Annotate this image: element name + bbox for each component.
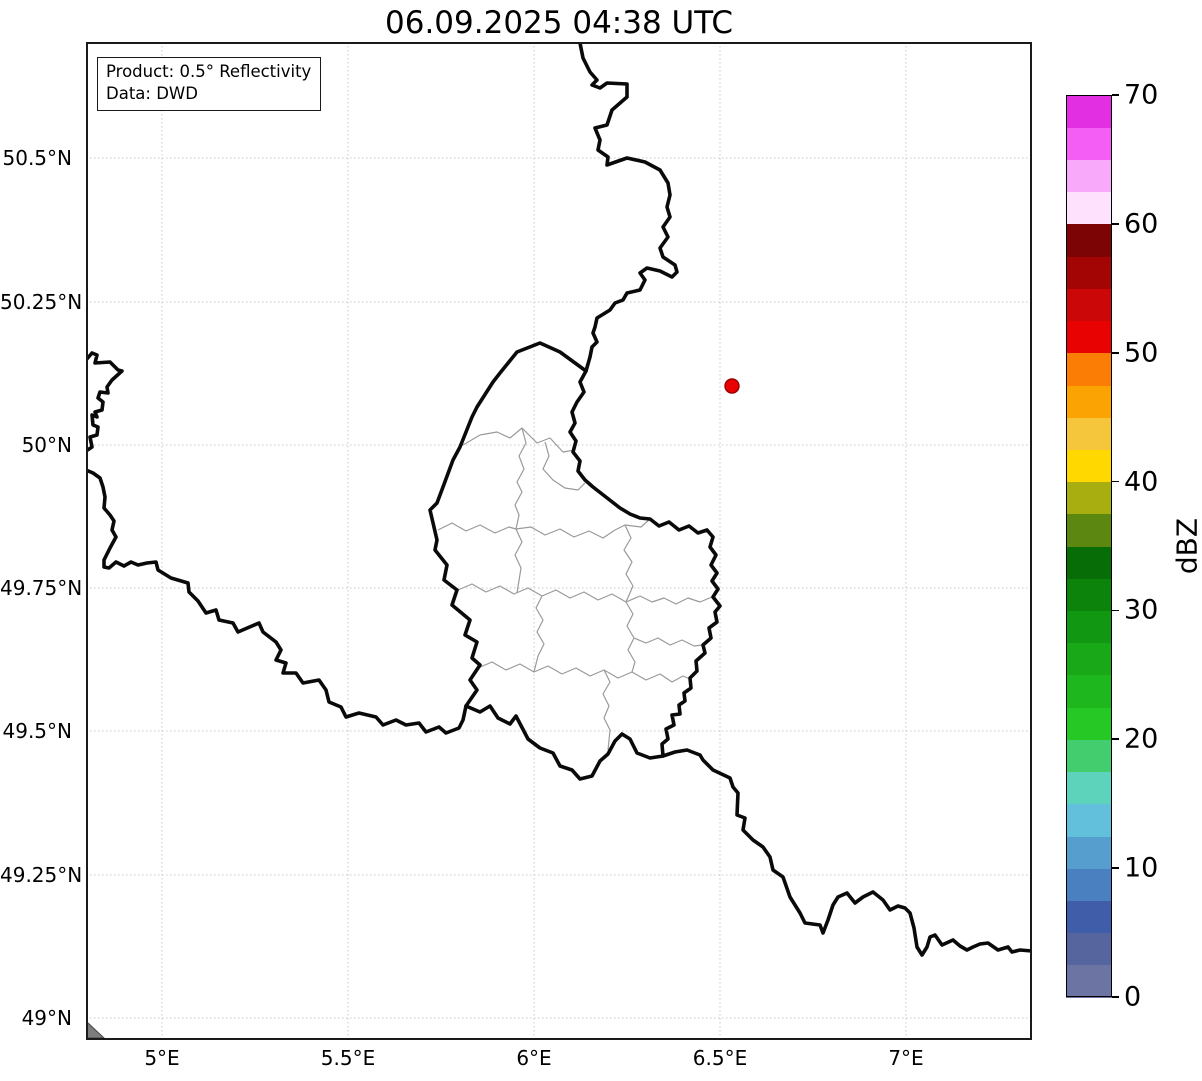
district-border	[533, 595, 545, 673]
colorbar-segment	[1066, 256, 1112, 289]
colorbar-tick-mark	[1112, 351, 1119, 354]
district-border	[602, 669, 611, 751]
colorbar-segment	[1066, 964, 1112, 998]
colorbar-segment	[1066, 223, 1112, 257]
colorbar-segment	[1066, 417, 1112, 450]
colorbar-segment	[1066, 449, 1112, 483]
plot-frame	[86, 42, 1032, 1040]
belgium-germany-border	[578, 42, 679, 373]
luxembourg-border	[428, 341, 722, 781]
colorbar-segment	[1066, 578, 1112, 612]
colorbar-segment	[1066, 95, 1112, 128]
colorbar-segment	[1066, 771, 1112, 805]
colorbar-frame	[1066, 95, 1112, 997]
colorbar-tick-mark	[1112, 996, 1119, 998]
colorbar-segment	[1066, 868, 1112, 901]
y-tick-label: 50.25°N	[0, 290, 83, 314]
x-tick-label: 5°E	[144, 1046, 180, 1070]
colorbar-segment	[1066, 610, 1112, 644]
colorbar-segment	[1066, 191, 1112, 225]
district-border	[633, 637, 704, 647]
colorbar-tick-label: 70	[1124, 79, 1159, 111]
colorbar-segment	[1066, 803, 1112, 837]
colorbar-tick-mark	[1112, 609, 1119, 612]
colorbar-segment	[1066, 320, 1112, 354]
district-border	[457, 583, 713, 605]
colorbar-tick-label: 10	[1124, 852, 1159, 884]
radar-site-marker	[724, 378, 740, 394]
x-tick-label: 7°E	[888, 1046, 924, 1070]
y-tick-label: 49.5°N	[2, 719, 73, 743]
colorbar-segment	[1066, 352, 1112, 386]
colorbar-segment	[1066, 900, 1112, 934]
colorbar-segment	[1066, 642, 1112, 676]
district-border	[462, 427, 576, 453]
france-belgium-border-south	[86, 468, 468, 735]
x-tick-label: 5.5°E	[320, 1046, 376, 1070]
district-border	[477, 661, 691, 683]
colorbar-tick-mark	[1112, 94, 1119, 96]
data-source-label: Data: DWD	[106, 84, 198, 103]
colorbar-segment	[1066, 159, 1112, 193]
x-tick-label: 6.5°E	[692, 1046, 748, 1070]
france-belgium-border-north	[86, 351, 124, 453]
figure-title: 06.09.2025 04:38 UTC	[385, 5, 733, 41]
y-tick-label: 49°N	[21, 1006, 72, 1030]
colorbar-segment	[1066, 384, 1112, 418]
colorbar-segment	[1066, 481, 1112, 515]
colorbar-tick-mark	[1112, 223, 1119, 225]
colorbar-tick-mark	[1112, 480, 1119, 483]
map-canvas	[86, 42, 1032, 1040]
colorbar-segment	[1066, 513, 1112, 547]
corner-terrain-patch	[86, 1020, 106, 1039]
y-tick-label: 49.75°N	[0, 576, 83, 600]
colorbar-segment	[1066, 707, 1112, 740]
colorbar-tick-label: 20	[1124, 723, 1159, 755]
product-label: Product: 0.5° Reflectivity	[106, 62, 312, 81]
colorbar-segment	[1066, 288, 1112, 322]
colorbar-tick-label: 50	[1124, 337, 1159, 369]
colorbar-segment	[1066, 835, 1112, 869]
germany-france-border	[661, 748, 1032, 957]
y-tick-label: 50°N	[21, 433, 72, 457]
x-tick-label: 6°E	[516, 1046, 552, 1070]
colorbar-axis-label: dBZ	[1170, 517, 1202, 575]
colorbar-tick-label: 0	[1124, 981, 1142, 1013]
district-border	[542, 441, 586, 491]
y-tick-label: 49.25°N	[0, 863, 83, 887]
colorbar-tick-mark	[1112, 867, 1119, 869]
district-border	[437, 518, 651, 539]
colorbar-tick-label: 40	[1124, 466, 1159, 498]
district-border	[623, 524, 636, 673]
colorbar-segment	[1066, 127, 1112, 161]
colorbar-segment	[1066, 739, 1112, 773]
colorbar-segment	[1066, 932, 1112, 966]
colorbar-segment	[1066, 674, 1112, 708]
district-border	[514, 427, 527, 530]
y-tick-label: 50.5°N	[2, 146, 73, 170]
colorbar-tick-label: 60	[1124, 208, 1159, 240]
colorbar-segment	[1066, 546, 1112, 579]
product-info-box: Product: 0.5° Reflectivity Data: DWD	[97, 57, 322, 111]
district-border	[514, 528, 523, 594]
colorbar-tick-mark	[1112, 738, 1119, 741]
colorbar-tick-label: 30	[1124, 594, 1159, 626]
